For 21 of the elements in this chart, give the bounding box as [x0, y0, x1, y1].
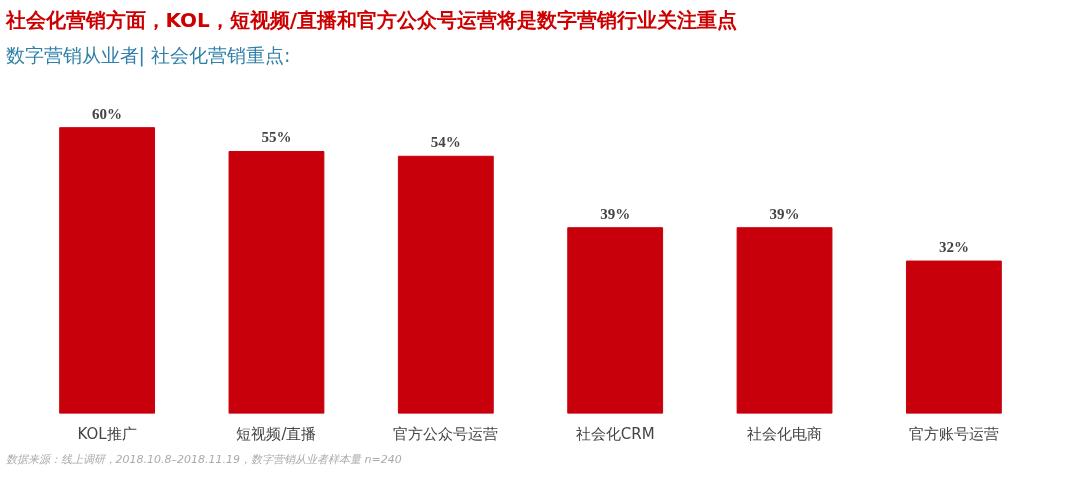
data-label: 54% — [430, 134, 461, 151]
x-tick-label: 社会化电商 — [747, 424, 823, 443]
data-label: 39% — [600, 205, 631, 222]
bar — [59, 127, 156, 414]
bar — [736, 227, 833, 414]
chart-title: 社会化营销方面，KOL，短视频/直播和官方公众号运营将是数字营销行业关注重点 — [4, 7, 738, 32]
x-tick-label: KOL推广 — [77, 424, 137, 443]
bar — [567, 227, 664, 414]
chart-subtitle: 数字营销从业者| 社会化营销重点: — [5, 43, 291, 67]
x-tick-label: 短视频/直播 — [236, 424, 317, 443]
source-note: 数据来源：线上调研，2018.10.8–2018.11.19，数字营销从业者样本量 n=240 — [5, 452, 402, 466]
bar — [397, 155, 494, 414]
data-label: 60% — [92, 105, 123, 122]
data-label: 55% — [261, 129, 292, 146]
data-label: 32% — [938, 239, 969, 256]
bar — [905, 260, 1002, 414]
bar — [228, 150, 325, 414]
x-tick-label: 官方账号运营 — [908, 424, 999, 443]
x-tick-label: 官方公众号运营 — [393, 424, 499, 443]
data-label: 39% — [769, 205, 800, 222]
x-tick-label: 社会化CRM — [575, 424, 655, 443]
